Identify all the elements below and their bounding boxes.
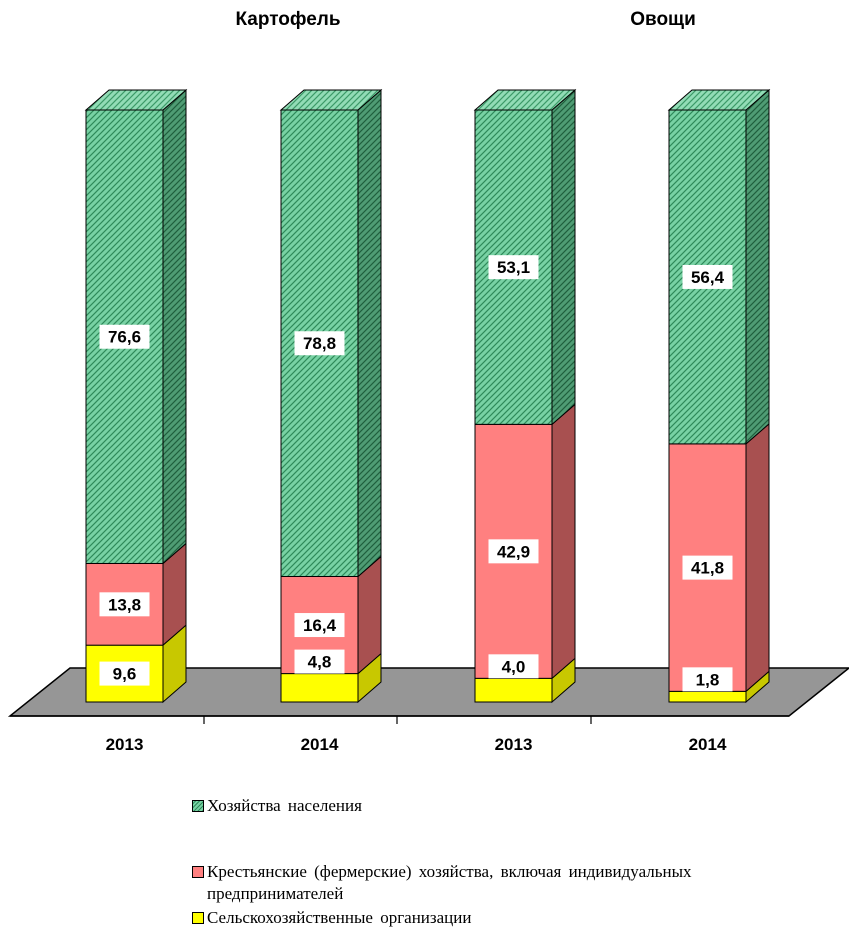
- svg-text:4,0: 4,0: [502, 657, 526, 676]
- data-label-agri-orgs-1: 9,6: [99, 661, 150, 686]
- legend-item-agri-orgs: Сельскохозяйственные организации: [192, 907, 752, 929]
- svg-text:16,4: 16,4: [303, 616, 337, 635]
- data-label-farms-3: 42,9: [488, 539, 539, 564]
- bar-segment-farms-4: [668, 422, 770, 693]
- svg-text:76,6: 76,6: [108, 328, 141, 347]
- x-axis: [10, 715, 789, 724]
- svg-text:53,1: 53,1: [497, 258, 530, 277]
- x-tick-label-1: 2013: [106, 735, 144, 754]
- data-label-agri-orgs-3: 4,0: [488, 654, 539, 679]
- data-label-households-1: 76,6: [99, 324, 150, 349]
- data-label-farms-4: 41,8: [682, 555, 733, 580]
- svg-text:9,6: 9,6: [113, 665, 137, 684]
- x-tick-labels: 2013 2014 2013 2014: [106, 735, 727, 754]
- data-label-households-4: 56,4: [682, 264, 733, 289]
- data-label-agri-orgs-2: 4,8: [294, 649, 345, 674]
- data-labels: 9,6 13,8 76,6 4,8 16,4 78,8 4,0 42,9 53,1 1,8 41,8…: [99, 255, 733, 692]
- svg-text:56,4: 56,4: [691, 268, 725, 287]
- svg-text:4,8: 4,8: [308, 653, 332, 672]
- svg-text:13,8: 13,8: [108, 595, 141, 614]
- stacked-bar-chart: 9,6 13,8 76,6 4,8 16,4 78,8 4,0 42,9 53,1 1,8 41,8…: [7, 9, 849, 754]
- group-title-1: Картофель: [235, 9, 340, 30]
- bar-segment-agri-orgs-2: [280, 652, 382, 704]
- data-label-farms-2: 16,4: [294, 613, 345, 638]
- data-label-households-2: 78,8: [294, 331, 345, 356]
- bars: [84, 88, 771, 704]
- group-title-2: Овощи: [630, 9, 696, 30]
- legend-label-households: Хозяйства населения: [207, 796, 362, 815]
- legend-label-farms: Крестьянские (фермерские) хозяйства, вкл…: [207, 862, 692, 903]
- svg-text:78,8: 78,8: [303, 334, 336, 353]
- x-tick-label-3: 2013: [495, 735, 533, 754]
- legend-item-households: Хозяйства населения: [192, 795, 752, 817]
- data-label-households-3: 53,1: [488, 255, 539, 280]
- svg-text:1,8: 1,8: [696, 670, 720, 689]
- group-titles: Картофель Овощи: [235, 9, 695, 30]
- legend-swatch-farms: [192, 866, 204, 878]
- svg-text:41,8: 41,8: [691, 559, 724, 578]
- data-label-farms-1: 13,8: [99, 592, 150, 617]
- legend-swatch-agri-orgs: [192, 912, 204, 924]
- svg-text:42,9: 42,9: [497, 542, 530, 561]
- legend-item-farms: Крестьянские (фермерские) хозяйства, вкл…: [192, 861, 752, 905]
- legend-label-agri-orgs: Сельскохозяйственные организации: [207, 908, 472, 927]
- data-label-agri-orgs-4: 1,8: [682, 667, 733, 692]
- legend-swatch-households: [192, 800, 204, 812]
- x-tick-label-2: 2014: [301, 735, 339, 754]
- x-tick-label-4: 2014: [689, 735, 727, 754]
- legend: Хозяйства населения Крестьянские (фермер…: [192, 795, 752, 927]
